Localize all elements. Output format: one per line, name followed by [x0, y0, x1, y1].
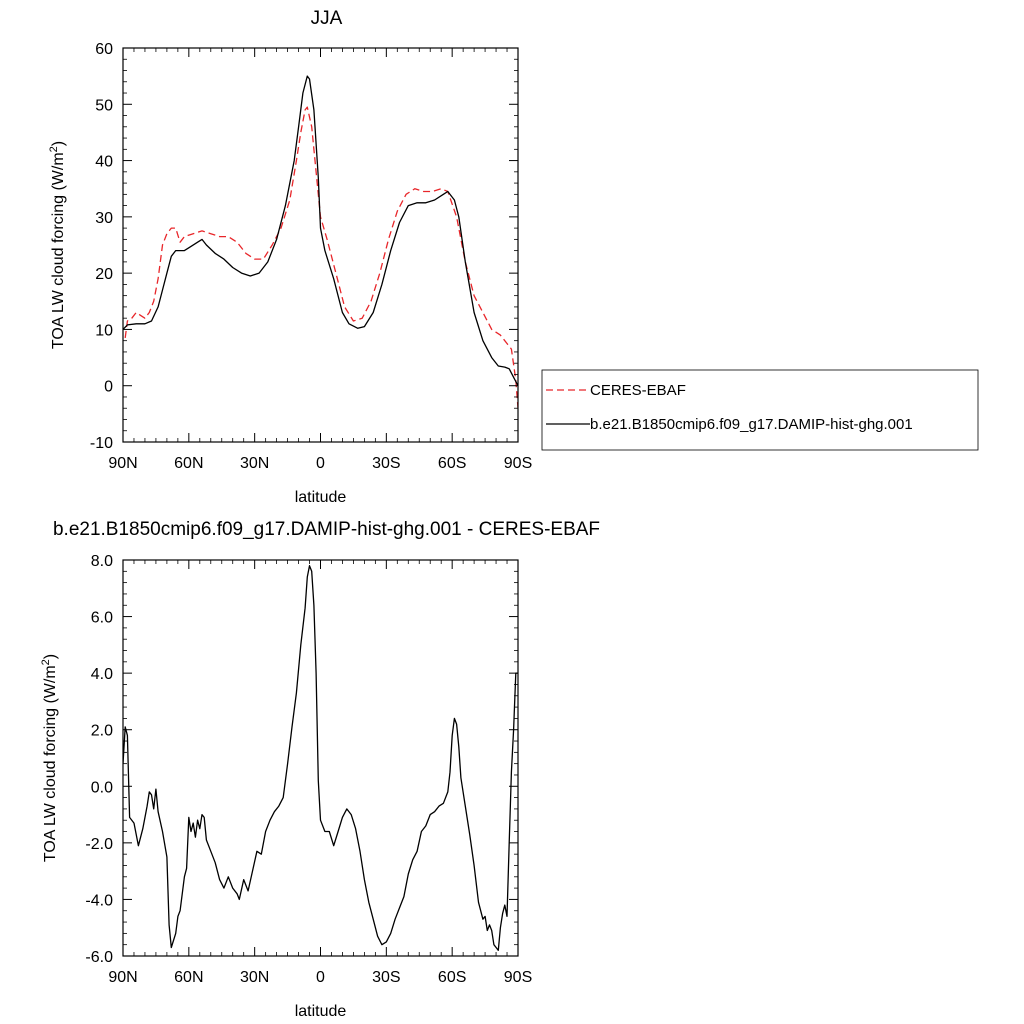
x-tick-label: 90N [108, 455, 137, 472]
y-axis-label-main: TOA LW cloud forcing (W/m [42, 665, 59, 862]
y-tick-label: 4.0 [91, 666, 113, 683]
y-tick-label: -6.0 [85, 949, 113, 966]
series-line-1 [124, 106, 518, 409]
y-tick-label: -4.0 [85, 892, 113, 909]
y-tick-label: 60 [95, 41, 113, 58]
series-line-1 [123, 565, 518, 951]
y-axis-label-end: ) [42, 654, 59, 659]
x-tick-label: 90N [108, 969, 137, 986]
y-tick-label: 2.0 [91, 723, 113, 740]
y-tick-label: 30 [95, 210, 113, 227]
plot-frame [122, 47, 519, 443]
y-axis-label-end: ) [50, 141, 67, 146]
y-axis-label: TOA LW cloud forcing (W/m2) [48, 141, 67, 349]
x-tick-label: 60N [174, 969, 203, 986]
y-tick-label: 10 [95, 322, 113, 339]
y-tick-label: 20 [95, 266, 113, 283]
x-tick-label: 0 [316, 455, 325, 472]
y-tick-label: 0.0 [91, 779, 113, 796]
x-tick-label: 60S [438, 455, 466, 472]
x-tick-label: 30S [372, 455, 400, 472]
x-tick-label: 0 [316, 969, 325, 986]
series-line-2 [123, 75, 518, 387]
y-tick-label: -2.0 [85, 836, 113, 853]
legend-label-1: CERES-EBAF [590, 382, 686, 399]
x-tick-label: 30S [372, 969, 400, 986]
legend: CERES-EBAF b.e21.B1850cmip6.f09_g17.DAMIP… [541, 369, 979, 451]
y-tick-label: 40 [95, 154, 113, 171]
chart-2: 90N 60N 30N 0 30S 60S 90S -6.0 -4.0 -2.0 0.0 2.0 4.0… [40, 519, 600, 1020]
y-tick-label: -10 [90, 435, 113, 452]
chart-1: 90N 60N 30N 0 30S 60S 90S -10 0 10 20 30 40 50 60 JJA la… [48, 8, 979, 506]
x-axis-label: latitude [295, 1003, 347, 1020]
legend-label-2: b.e21.B1850cmip6.f09_g17.DAMIP-hist-ghg.… [590, 416, 913, 433]
chart-title: JJA [311, 8, 343, 29]
chart-title: b.e21.B1850cmip6.f09_g17.DAMIP-hist-ghg.… [53, 519, 600, 540]
y-axis-label: TOA LW cloud forcing (W/m2) [40, 654, 59, 862]
x-tick-label: 90S [504, 969, 532, 986]
y-tick-label: 8.0 [91, 553, 113, 570]
x-tick-label: 60N [174, 455, 203, 472]
x-tick-label: 30N [240, 969, 269, 986]
y-axis-label-superscript: 2 [48, 146, 60, 152]
y-axis-label-main: TOA LW cloud forcing (W/m [50, 152, 67, 349]
x-tick-label: 90S [504, 455, 532, 472]
y-tick-label: 0 [104, 379, 113, 396]
x-tick-label: 30N [240, 455, 269, 472]
y-tick-label: 6.0 [91, 610, 113, 627]
legend-box [541, 369, 979, 451]
x-axis-label: latitude [295, 489, 347, 506]
y-tick-label: 50 [95, 97, 113, 114]
x-tick-label: 60S [438, 969, 466, 986]
y-axis-label-superscript: 2 [40, 659, 52, 665]
